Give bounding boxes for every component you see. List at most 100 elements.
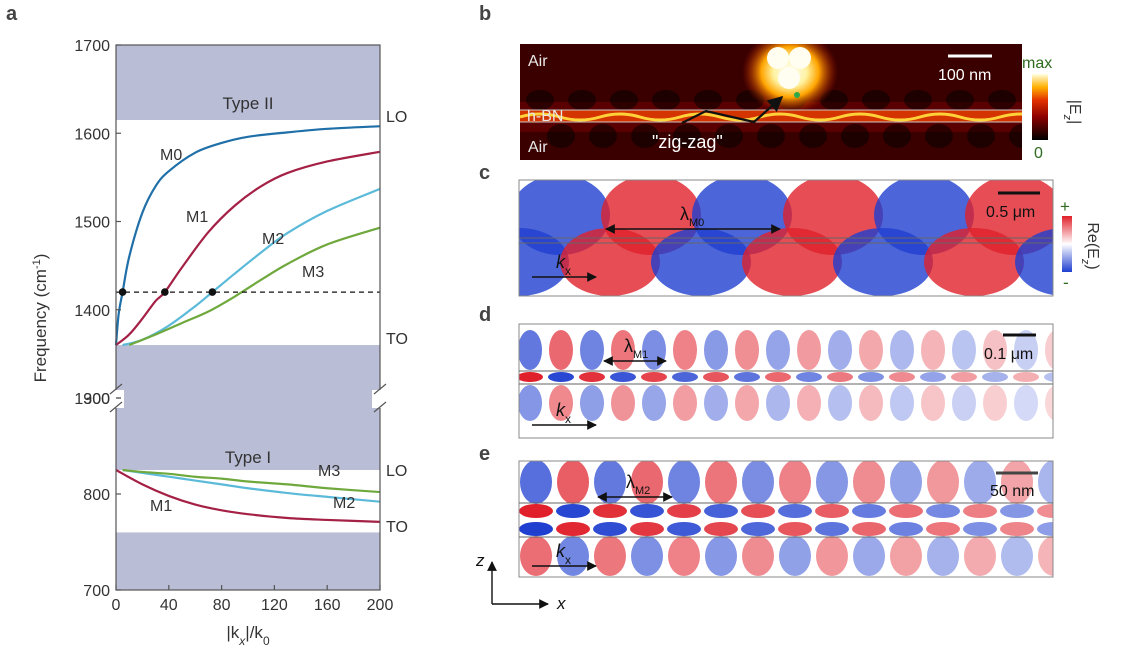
field-lobe: [963, 504, 997, 518]
field-lobe: [1045, 386, 1053, 420]
field-lobe: [853, 536, 885, 576]
z-axis-label: z: [475, 551, 485, 570]
field-lobe: [926, 522, 960, 536]
field-lobe: [630, 504, 664, 518]
field-lobe: [964, 461, 996, 504]
field-lobe: [734, 372, 760, 382]
panel-b-letter: b: [479, 3, 491, 25]
field-lobe: [904, 90, 932, 110]
field-lobe: [593, 504, 627, 518]
field-lobe: [890, 461, 922, 504]
field-lobe: [1037, 522, 1053, 536]
mode-m1-field-map: λM1 kx 0.1 μm: [518, 323, 1054, 439]
field-lobe: [859, 330, 883, 370]
field-lobe: [715, 124, 743, 148]
field-lobe: [965, 180, 1053, 255]
field-lobe: [735, 330, 759, 370]
field-lobe: [921, 330, 945, 370]
field-lobe: [526, 90, 554, 110]
marked-point-2: [161, 288, 169, 296]
y-tick-label-lower: 700: [83, 583, 110, 600]
field-lobe: [520, 536, 552, 576]
colorbar-minus-label: -: [1063, 273, 1069, 292]
colorbar-plus-label: +: [1060, 197, 1070, 216]
field-lobe: [1044, 372, 1053, 382]
field-lobe: [668, 461, 700, 504]
field-lobe: [778, 522, 812, 536]
colorbar-min-label: 0: [1034, 145, 1043, 162]
coordinate-axes: z x: [475, 551, 566, 613]
field-lobe: [519, 372, 543, 382]
lambda-m2-label: λM2: [626, 472, 650, 497]
magnitude-colorbar: [1032, 74, 1048, 140]
field-lobe: [705, 536, 737, 576]
field-lobe: [1038, 461, 1053, 504]
field-lobe: [1015, 229, 1053, 295]
field-lobe: [927, 536, 959, 576]
field-lobe: [828, 330, 852, 370]
field-lobe: [519, 330, 542, 370]
field-lobe: [548, 372, 574, 382]
field-lobe: [579, 372, 605, 382]
field-lobe: [963, 522, 997, 536]
series-line-lower-m2: [122, 468, 381, 503]
lambda-m1-label: λM1: [624, 336, 648, 361]
field-lobe: [673, 385, 697, 421]
series-line-upper-m1: [115, 150, 381, 346]
mode-m2-field-map: λM2 kx 50 nm: [518, 460, 1054, 578]
field-lobe: [630, 522, 664, 536]
upper-forbidden-band-top: [116, 45, 380, 121]
field-lobe: [828, 385, 852, 421]
y-tick-label-upper: 1400: [74, 303, 110, 320]
hbn-label: h-BN: [527, 108, 563, 125]
y-tick-label-upper: 1600: [74, 126, 110, 143]
field-lobe: [741, 522, 775, 536]
colorbar-title-c: Re(Ez): [1079, 222, 1101, 269]
field-lobe: [673, 124, 701, 148]
field-lobe: [704, 522, 738, 536]
field-lobe: [797, 385, 821, 421]
field-lobe: [1014, 330, 1038, 370]
field-lobe: [1037, 504, 1053, 518]
y-tick-label-upper: 1300: [74, 391, 110, 408]
panel-e-letter: e: [479, 443, 490, 465]
series-label-m1-upper: M1: [186, 209, 208, 226]
field-lobe: [611, 385, 635, 421]
field-lobe: [925, 124, 953, 148]
scale-label-e: 50 nm: [990, 483, 1034, 500]
lower-to-label: TO: [386, 519, 408, 536]
field-lobe: [519, 504, 553, 518]
field-lobe: [766, 330, 790, 370]
field-lobe: [799, 124, 827, 148]
field-lobe: [952, 330, 976, 370]
series-label-m2-lower: M2: [333, 495, 355, 512]
field-lobe: [549, 385, 573, 421]
air-bottom-label: Air: [528, 139, 548, 156]
field-lobe: [419, 175, 519, 255]
field-lobe: [1009, 124, 1022, 148]
field-lobe: [1000, 504, 1034, 518]
series-line-lower-m1: [115, 469, 381, 523]
marked-point-3: [208, 288, 217, 296]
field-lobe: [816, 461, 848, 504]
field-lobe: [704, 330, 728, 370]
field-lobe: [549, 330, 573, 370]
field-lobe: [982, 372, 1008, 382]
y-tick-label-upper: 1700: [74, 38, 110, 55]
upper-to-label: TO: [386, 331, 408, 348]
field-lobe: [796, 372, 822, 382]
field-lobe: [889, 522, 923, 536]
lower-forbidden-band-top: [116, 398, 380, 470]
field-lobe: [862, 90, 890, 110]
field-magnitude-map: Air h-BN Air "zig-zag" 100 nm max 0 |Ez|: [520, 44, 1083, 162]
marked-point-1: [118, 288, 127, 296]
field-lobe: [889, 504, 923, 518]
field-lobe: [593, 522, 627, 536]
type-i-label: Type I: [225, 448, 271, 467]
field-lobe: [927, 461, 959, 504]
field-lobe: [921, 385, 945, 421]
field-lobe: [988, 90, 1016, 110]
series-label-m3-upper: M3: [302, 264, 324, 281]
field-lobe: [797, 330, 821, 370]
k-label-e: kx: [556, 541, 571, 567]
